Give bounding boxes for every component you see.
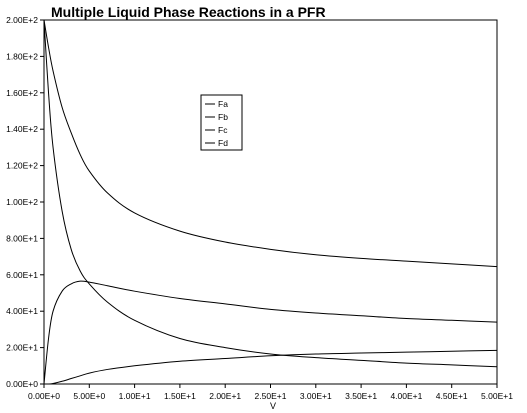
series-line-fa xyxy=(43,19,498,268)
y-tick-label: 2.00E+1 xyxy=(6,343,38,353)
series-line-fb xyxy=(43,19,498,368)
x-axis-label: V xyxy=(270,401,276,411)
y-tick-label: 1.60E+2 xyxy=(6,88,38,98)
x-tick-label: 3.50E+1 xyxy=(345,391,377,401)
y-tick-label: 8.00E+1 xyxy=(6,233,38,243)
y-tick-label: 1.80E+2 xyxy=(6,51,38,61)
legend-label-fc: Fc xyxy=(218,125,228,135)
x-tick-label: 1.00E+1 xyxy=(119,391,151,401)
legend: Fa Fb Fc Fd xyxy=(200,94,243,151)
x-tick-label: 4.00E+1 xyxy=(390,391,422,401)
x-axis: 0.00E+0 5.00E+0 1.00E+1 1.50E+1 2.00E+1 2.50E… xyxy=(28,384,513,401)
y-tick-label: 4.00E+1 xyxy=(6,306,38,316)
y-tick-label: 2.00E+2 xyxy=(6,15,38,25)
x-tick-label: 5.00E+1 xyxy=(481,391,513,401)
x-tick-label: 2.00E+1 xyxy=(209,391,241,401)
chart-title: Multiple Liquid Phase Reactions in a PFR xyxy=(51,4,326,20)
series-line-fd xyxy=(43,349,498,385)
y-tick-label: 1.00E+2 xyxy=(6,197,38,207)
x-tick-label: 3.00E+1 xyxy=(300,391,332,401)
series-lines xyxy=(43,19,498,385)
x-tick-label: 0.00E+0 xyxy=(28,391,60,401)
y-axis: 0.00E+0 2.00E+1 4.00E+1 6.00E+1 8.00E+1 1.00E… xyxy=(6,15,44,389)
x-tick-label: 4.50E+1 xyxy=(436,391,468,401)
x-tick-label: 5.00E+0 xyxy=(73,391,105,401)
legend-label-fa: Fa xyxy=(218,99,228,109)
series-line-fc xyxy=(43,280,498,385)
plot-area xyxy=(43,19,498,385)
y-tick-label: 6.00E+1 xyxy=(6,270,38,280)
legend-label-fb: Fb xyxy=(218,112,228,122)
y-tick-label: 0.00E+0 xyxy=(6,379,38,389)
legend-label-fd: Fd xyxy=(218,138,228,148)
x-tick-label: 2.50E+1 xyxy=(255,391,287,401)
y-tick-label: 1.40E+2 xyxy=(6,124,38,134)
y-tick-label: 1.20E+2 xyxy=(6,161,38,171)
x-tick-label: 1.50E+1 xyxy=(164,391,196,401)
